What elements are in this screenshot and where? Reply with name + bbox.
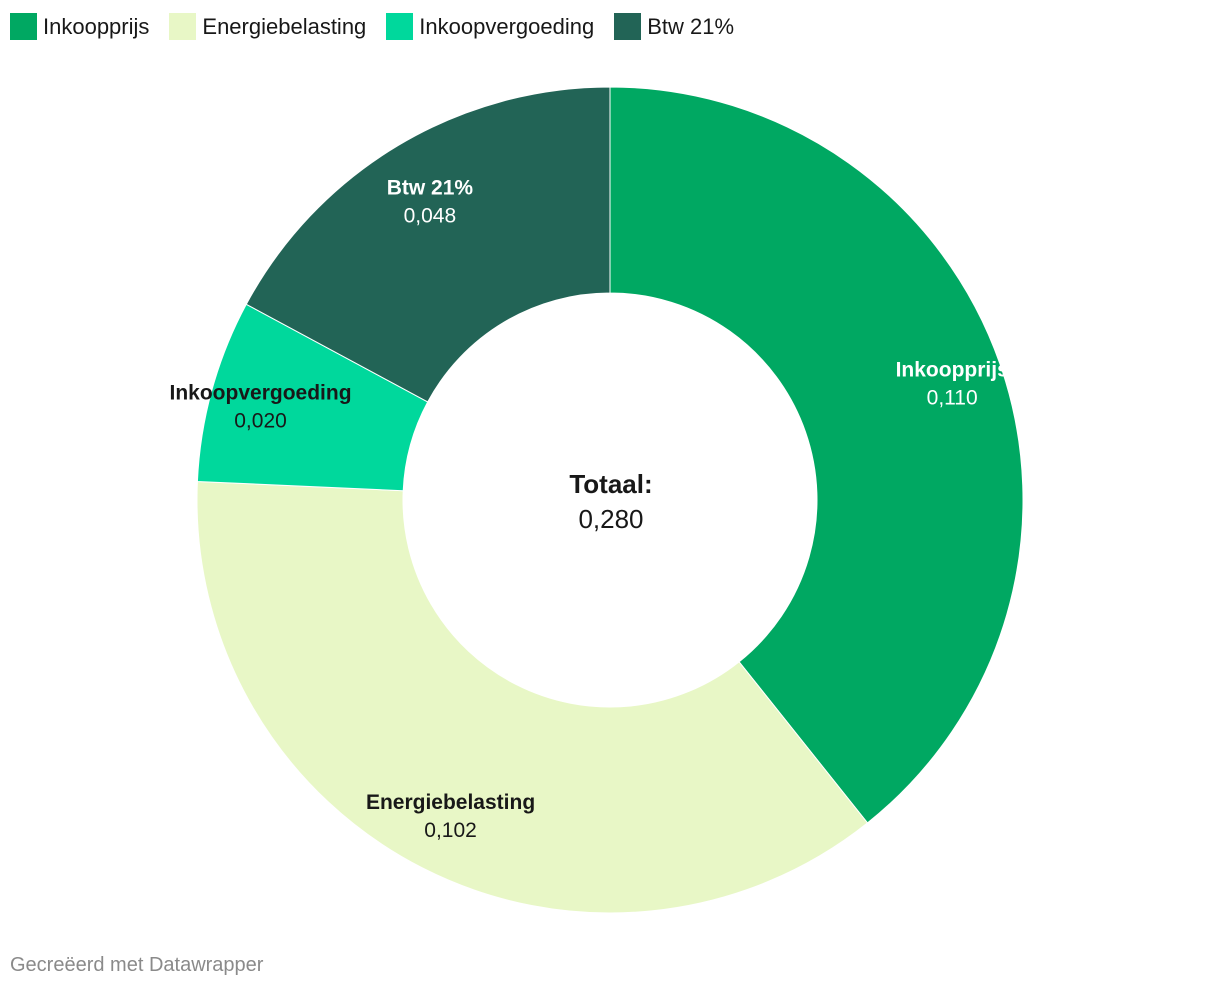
slice-label-value-energiebelasting: 0,102 <box>424 819 477 842</box>
slice-label-value-btw: 0,048 <box>404 205 457 228</box>
legend-label-btw: Btw 21% <box>647 14 735 39</box>
slice-label-btw: Btw 21% 0,048 <box>387 177 474 228</box>
legend-swatch-btw <box>614 13 642 40</box>
center-total-value: 0,280 <box>578 504 643 534</box>
legend-swatch-inkoopprijs <box>10 13 37 40</box>
slice-label-name-energiebelasting: Energiebelasting <box>366 791 535 814</box>
legend-item-btw: Btw 21% <box>614 13 734 40</box>
donut-chart: Inkoopprijs 0,110 Energiebelasting 0,102 Ink… <box>170 86 1024 914</box>
slice-label-inkoopvergoeding: Inkoopvergoeding 0,020 <box>170 382 352 433</box>
slice-label-name-btw: Btw 21% <box>387 177 474 200</box>
legend-label-inkoopprijs: Inkoopprijs <box>43 14 150 39</box>
slice-label-value-inkoopprijs: 0,110 <box>927 386 978 409</box>
legend-item-inkoopprijs: Inkoopprijs <box>10 13 149 40</box>
legend-swatch-energiebelasting <box>169 13 197 40</box>
legend-label-inkoopvergoeding: Inkoopvergoeding <box>419 14 595 39</box>
slice-label-energiebelasting: Energiebelasting 0,102 <box>366 791 535 842</box>
center-total-title: Totaal: <box>569 469 652 499</box>
legend-label-energiebelasting: Energiebelasting <box>202 14 367 39</box>
donut-slice-inkoopprijs <box>609 86 1024 824</box>
donut-slice-labels: Inkoopprijs 0,110 Energiebelasting 0,102 Ink… <box>170 177 1009 842</box>
donut-slice-btw <box>245 86 611 403</box>
datawrapper-credit: Gecreëerd met Datawrapper <box>10 954 264 976</box>
slice-label-value-inkoopvergoeding: 0,020 <box>234 410 287 433</box>
donut-center-label: Totaal: 0,280 <box>569 469 652 534</box>
donut-slices <box>196 86 1024 914</box>
slice-label-name-inkoopprijs: Inkoopprijs <box>896 358 1009 381</box>
slice-label-inkoopprijs: Inkoopprijs 0,110 <box>896 358 1009 409</box>
donut-slice-energiebelasting <box>196 480 869 914</box>
legend-swatch-inkoopvergoeding <box>386 13 414 40</box>
chart-legend: Inkoopprijs Energiebelasting Inkoopvergo… <box>10 13 754 40</box>
legend-item-energiebelasting: Energiebelasting <box>169 13 366 40</box>
legend-item-inkoopvergoeding: Inkoopvergoeding <box>386 13 594 40</box>
slice-label-name-inkoopvergoeding: Inkoopvergoeding <box>170 382 352 405</box>
